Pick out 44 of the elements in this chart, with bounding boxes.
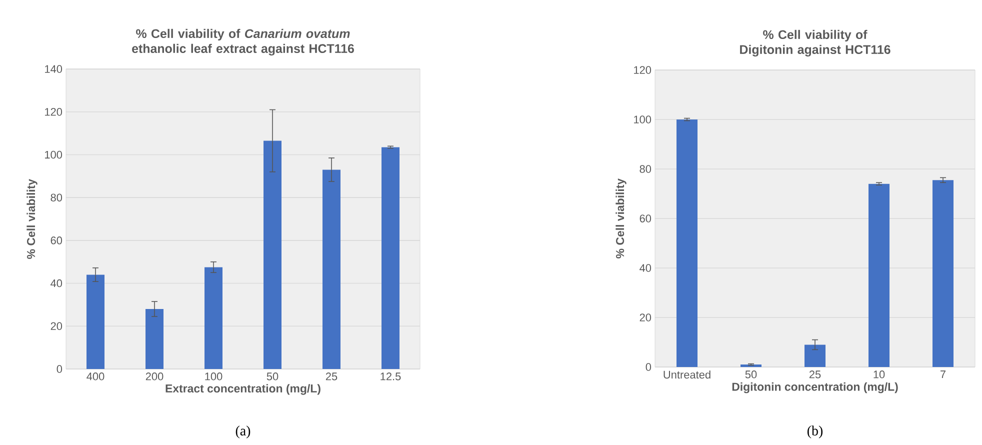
y-tick-label: 120 — [634, 66, 652, 74]
bar — [804, 344, 826, 367]
y-tick-label: 20 — [50, 322, 62, 330]
y-tick-label: 40 — [50, 279, 62, 288]
y-axis-title: % Cell viability — [616, 178, 626, 258]
y-tick-label: 60 — [50, 236, 62, 244]
x-tick-label: 10 — [874, 370, 885, 378]
text: (b) — [807, 426, 823, 438]
bar — [146, 309, 164, 369]
y-tick-label: 20 — [640, 314, 652, 322]
x-tick-label: 25 — [809, 370, 821, 378]
x-axis-title: Digitonin concentration (mg/L) — [732, 382, 898, 394]
x-axis-title: Extract concentration (mg/L) — [166, 384, 320, 395]
chart-title: % Cell viability of Canarium ovatum ethanolic leaf extract against HCT116 — [132, 28, 354, 56]
y-tick-label: 140 — [45, 65, 62, 73]
x-tick-label: Untreated — [664, 370, 710, 379]
y-tick-label: 0 — [56, 365, 62, 373]
bar — [86, 274, 104, 369]
chart-title: % Cell viability of Digitonin against HCT116 — [740, 30, 890, 56]
x-tick-label: 100 — [205, 372, 222, 380]
y-tick-label: 80 — [50, 194, 62, 202]
bar — [676, 120, 698, 367]
bar — [264, 140, 282, 369]
bar — [868, 184, 890, 367]
y-tick-label: 120 — [45, 108, 62, 116]
y-tick-label: 0 — [646, 363, 652, 371]
x-tick-label: 25 — [326, 372, 338, 380]
y-tick-label: 80 — [640, 165, 652, 173]
bar — [382, 147, 400, 369]
x-tick-label: 12.5 — [380, 372, 401, 380]
bar — [322, 170, 340, 369]
text: (a) — [236, 426, 250, 438]
bar — [932, 180, 954, 367]
bar — [204, 267, 222, 369]
x-tick-label: 50 — [266, 372, 278, 380]
y-axis-title: % Cell viability — [26, 178, 38, 259]
y-tick-label: 100 — [45, 150, 62, 159]
y-tick-label: 40 — [640, 264, 652, 272]
y-tick-label: 100 — [634, 116, 652, 124]
x-tick-label: 7 — [940, 370, 946, 378]
x-tick-label: 200 — [146, 372, 164, 380]
x-tick-label: 50 — [745, 370, 757, 378]
y-tick-label: 60 — [640, 214, 652, 222]
x-tick-label: 400 — [86, 372, 104, 380]
